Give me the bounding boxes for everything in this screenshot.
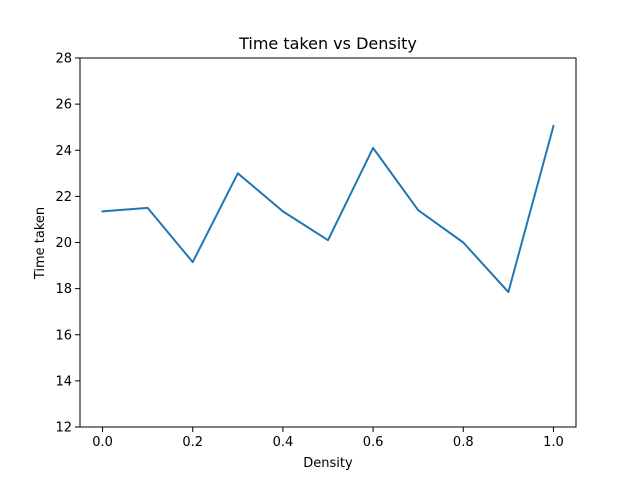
series-line-0 xyxy=(101,124,555,294)
y-tick-label: 28 xyxy=(55,52,72,67)
x-tick-label: 0.4 xyxy=(273,435,294,450)
y-axis-label: Time taken xyxy=(33,207,48,280)
y-tick-label: 18 xyxy=(55,282,72,297)
x-tick-label: 0.0 xyxy=(92,435,113,450)
plot-area: 0.0 0.2 0.4 0.6 0.8 1.0 12 14 16 18 20 22 24 26 28 xyxy=(55,52,577,450)
y-tick-label: 26 xyxy=(55,98,72,113)
x-tick-label: 1.0 xyxy=(543,435,564,450)
chart-title: Time taken vs Density xyxy=(238,34,417,53)
x-axis-label: Density xyxy=(303,456,353,471)
x-tick-label: 0.2 xyxy=(182,435,203,450)
axes-frame xyxy=(79,57,577,428)
x-tick-label: 0.6 xyxy=(363,435,384,450)
y-tick-label: 22 xyxy=(55,190,72,205)
y-tick-label: 24 xyxy=(55,144,72,159)
y-tick-label: 16 xyxy=(55,328,72,343)
y-tick-label: 20 xyxy=(55,236,72,251)
y-tick-label: 14 xyxy=(55,374,72,389)
y-tick-label: 12 xyxy=(55,421,72,436)
x-tick-label: 0.8 xyxy=(453,435,474,450)
